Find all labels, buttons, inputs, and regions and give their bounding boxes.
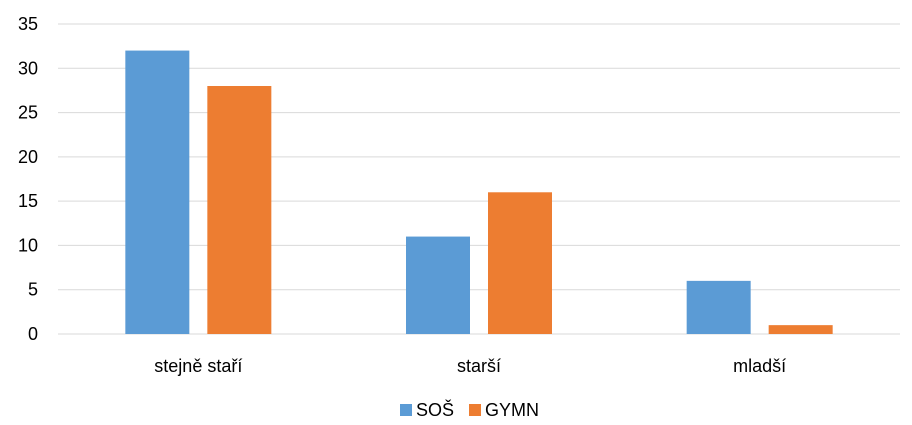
x-category-label: mladší: [733, 356, 786, 376]
legend-label-soš: SOŠ: [416, 399, 454, 420]
y-tick-label: 10: [18, 235, 38, 255]
bars: [125, 50, 833, 334]
y-tick-label: 35: [18, 14, 38, 34]
y-tick-label: 15: [18, 191, 38, 211]
legend: SOŠ GYMN: [400, 399, 539, 420]
bar-soš-1: [406, 236, 470, 334]
y-tick-label: 20: [18, 147, 38, 167]
legend-swatch-soš: [400, 404, 412, 416]
bar-gymn-1: [488, 192, 552, 334]
gridlines: [58, 23, 900, 335]
x-category-label: starší: [457, 356, 501, 376]
bar-gymn-0: [207, 86, 272, 334]
bar-soš-2: [686, 280, 751, 334]
y-tick-label: 5: [28, 280, 38, 300]
bar-soš-0: [125, 50, 190, 334]
legend-swatch-gymn: [469, 404, 481, 416]
legend-label-gymn: GYMN: [485, 400, 539, 420]
x-category-label: stejně staří: [154, 356, 242, 376]
y-tick-label: 30: [18, 58, 38, 78]
y-axis-tick-labels: 0 5 10 15 20 25 30 35: [18, 14, 38, 344]
bar-gymn-2: [768, 325, 833, 334]
y-tick-label: 25: [18, 103, 38, 123]
x-axis-category-labels: stejně staří starší mladší: [154, 356, 786, 376]
y-tick-label: 0: [28, 324, 38, 344]
